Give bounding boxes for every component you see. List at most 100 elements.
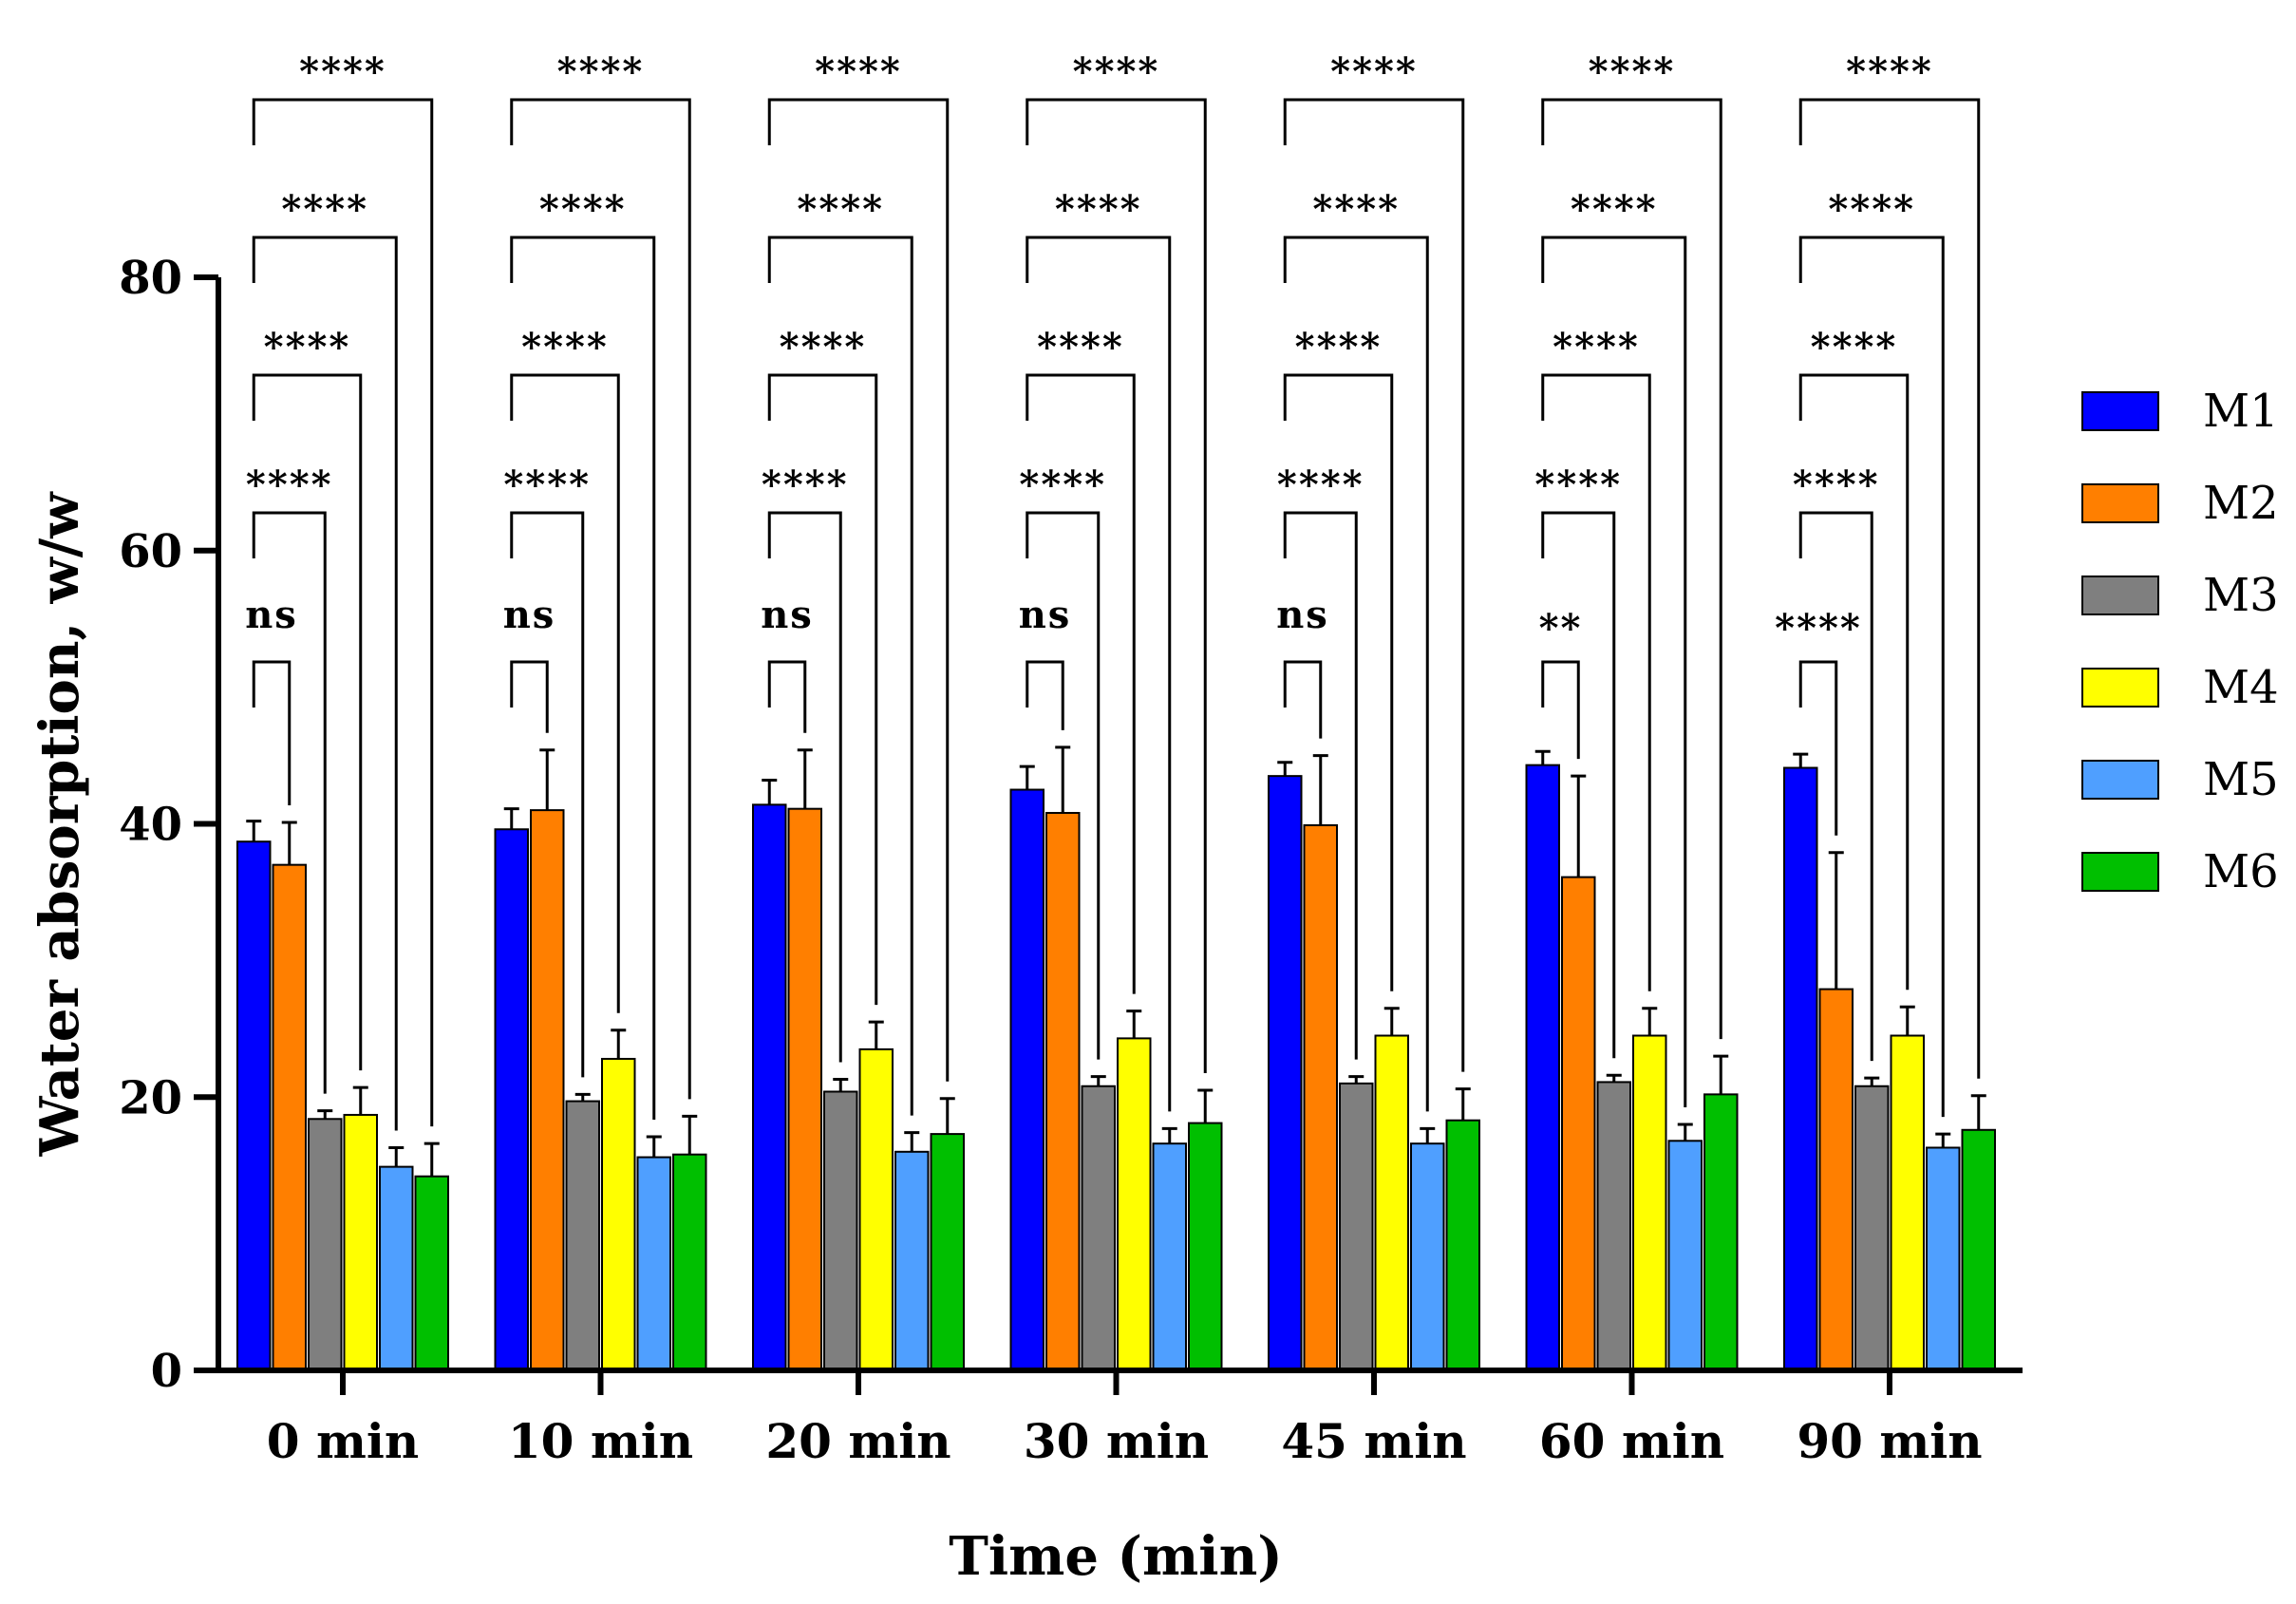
bar <box>1818 988 1854 1371</box>
legend-swatch <box>2081 668 2159 708</box>
significance-label: **** <box>557 49 645 94</box>
significance-bracket <box>1283 98 1465 1072</box>
significance-bracket <box>767 236 913 1116</box>
significance-label: ns <box>1019 593 1072 637</box>
significance-label: **** <box>1811 325 1898 369</box>
bar <box>530 809 565 1371</box>
bar <box>379 1165 414 1371</box>
significance-bracket <box>1026 98 1207 1074</box>
bar <box>1961 1128 1996 1372</box>
significance-label: **** <box>797 187 884 232</box>
significance-label: **** <box>264 325 351 369</box>
significance-bracket <box>1026 660 1064 730</box>
significance-bracket <box>1541 511 1616 1059</box>
significance-label: **** <box>780 325 867 369</box>
significance-label: ns <box>1276 593 1329 637</box>
significance-bracket <box>767 373 878 1006</box>
bar <box>1045 811 1081 1371</box>
bar <box>1890 1034 1925 1371</box>
x-tick-label: 90 min <box>1797 1413 1982 1469</box>
bar <box>414 1175 449 1372</box>
significance-label: **** <box>815 49 902 94</box>
x-axis-title: Time (min) <box>949 1525 1283 1588</box>
significance-bracket <box>1798 660 1838 836</box>
y-tick-label: 60 <box>119 525 182 578</box>
significance-bracket <box>510 373 620 1013</box>
significance-bracket <box>1541 373 1651 991</box>
significance-bracket <box>1026 373 1136 994</box>
bar <box>1783 766 1818 1371</box>
significance-bracket <box>1283 373 1394 991</box>
bar <box>1926 1146 1961 1372</box>
significance-bracket <box>510 236 656 1120</box>
y-tick-label: 20 <box>119 1071 182 1124</box>
significance-label: **** <box>1277 462 1364 507</box>
x-tick-label: 30 min <box>1024 1413 1209 1469</box>
bar <box>494 828 529 1371</box>
bar <box>1667 1140 1703 1372</box>
bar <box>272 863 307 1371</box>
legend-label: M2 <box>2203 477 2279 530</box>
significance-bracket <box>1283 511 1358 1060</box>
significance-label: ns <box>503 593 556 637</box>
bar <box>236 840 272 1371</box>
significance-label: **** <box>1793 462 1880 507</box>
significance-label: **** <box>521 325 609 369</box>
significance-label: **** <box>1037 325 1124 369</box>
bar <box>343 1113 378 1371</box>
significance-label: **** <box>1312 187 1400 232</box>
bar <box>1152 1142 1187 1371</box>
y-ticks-layer: 0 20 40 60 80 <box>119 252 218 1398</box>
significance-layer: ns ns ns ns ns ** ******** **** **** **** **** ****… <box>245 49 1981 1131</box>
significance-label: **** <box>1589 49 1676 94</box>
significance-bracket <box>252 373 363 1071</box>
bar <box>1596 1081 1631 1371</box>
significance-label: **** <box>1553 325 1640 369</box>
significance-bracket <box>1283 660 1323 739</box>
significance-bracket <box>1541 98 1722 1040</box>
legend-label: M3 <box>2203 569 2279 622</box>
significance-bracket <box>1541 660 1580 760</box>
significance-bracket <box>510 98 691 1100</box>
bar <box>1117 1037 1152 1372</box>
significance-label: **** <box>1055 187 1142 232</box>
bar <box>1525 764 1560 1371</box>
significance-label: **** <box>762 462 849 507</box>
significance-label: **** <box>1073 49 1160 94</box>
bar <box>1561 876 1596 1371</box>
legend-label: M4 <box>2203 661 2279 714</box>
significance-bracket <box>252 511 327 1094</box>
legend-swatch <box>2081 852 2159 892</box>
bar <box>1081 1085 1116 1371</box>
legend-swatch <box>2081 576 2159 615</box>
bar <box>1009 788 1044 1371</box>
bar <box>930 1133 965 1371</box>
significance-label: ns <box>761 593 814 637</box>
significance-label: **** <box>1019 462 1106 507</box>
y-axis-title: Water absorption, w/w <box>28 491 91 1158</box>
bar <box>1188 1122 1223 1372</box>
bar <box>1410 1142 1445 1371</box>
significance-label: **** <box>1571 187 1658 232</box>
bar <box>1268 775 1303 1371</box>
significance-bracket <box>1798 511 1873 1062</box>
legend-label: M5 <box>2203 753 2279 806</box>
legend-label: M1 <box>2203 385 2279 438</box>
significance-label: **** <box>539 187 627 232</box>
significance-bracket <box>1026 236 1172 1112</box>
bar <box>565 1100 600 1372</box>
y-tick-label: 80 <box>119 252 182 305</box>
significance-label: **** <box>1775 606 1862 651</box>
significance-bracket <box>1283 236 1429 1112</box>
significance-label: ** <box>1539 606 1583 651</box>
x-tick-label: 10 min <box>508 1413 693 1469</box>
significance-bracket <box>767 98 950 1082</box>
significance-bracket <box>1798 98 1981 1079</box>
bar <box>1339 1082 1374 1372</box>
bar <box>894 1150 930 1372</box>
significance-label: **** <box>246 462 333 507</box>
significance-bracket <box>1026 511 1101 1060</box>
bar <box>1445 1119 1480 1371</box>
